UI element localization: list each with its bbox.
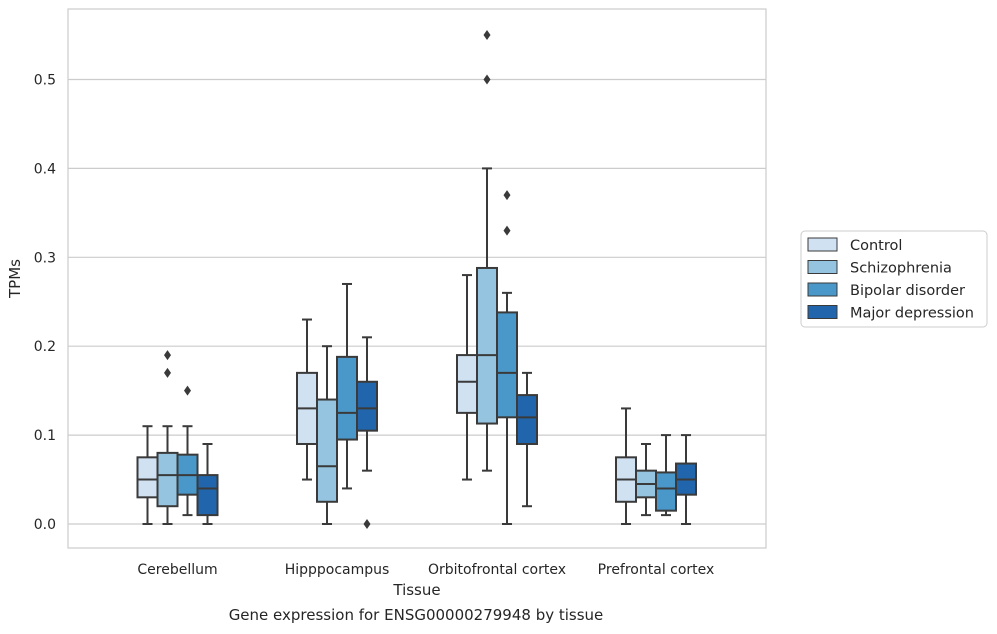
box-body	[336, 355, 358, 441]
x-tick-label: Prefrontal cortex	[598, 562, 715, 578]
box	[356, 336, 378, 529]
box-body	[516, 394, 538, 445]
box-groups	[136, 30, 697, 529]
x-axis-ticks: Cerebellum Hipppocampus Orbitofrontal cort…	[137, 562, 714, 578]
box	[516, 371, 538, 508]
x-tick-label: Hipppocampus	[285, 562, 390, 578]
outlier-point	[164, 350, 171, 361]
box	[615, 407, 637, 525]
y-tick-label: 0.1	[34, 428, 56, 444]
legend: Control Schizophrenia Bipolar disorder Majo…	[800, 230, 988, 328]
box	[156, 350, 179, 525]
outlier-point	[164, 367, 171, 378]
outlier-point	[483, 74, 491, 85]
box	[176, 385, 199, 517]
box-body	[496, 311, 518, 419]
box-body	[356, 380, 378, 432]
box	[655, 434, 677, 517]
y-tick-label: 0.0	[34, 517, 56, 533]
box	[675, 434, 697, 525]
box	[456, 274, 478, 481]
outlier-point	[363, 519, 371, 529]
legend-frame	[800, 230, 988, 328]
box	[296, 318, 318, 481]
box-body	[156, 451, 179, 508]
x-tick-label: Orbitofrontal cortex	[428, 562, 566, 578]
legend-label: Major depression	[850, 306, 974, 322]
legend-swatch	[807, 282, 838, 297]
legend-label: Bipolar disorder	[850, 283, 965, 299]
figure-caption: Gene expression for ENSG00000279948 by t…	[228, 606, 604, 624]
x-axis-label: Tissue	[392, 581, 440, 599]
outlier-point	[503, 190, 511, 201]
box	[496, 190, 518, 525]
box	[196, 442, 219, 525]
box	[316, 345, 338, 525]
outlier-point	[483, 30, 491, 41]
y-tick-label: 0.2	[34, 339, 56, 355]
outlier-point	[503, 225, 511, 236]
legend-swatch	[807, 237, 838, 252]
box-body	[316, 398, 338, 503]
box-body	[655, 471, 677, 512]
y-axis-ticks: 0.0 0.1 0.2 0.3 0.4 0.5	[34, 73, 56, 534]
box-body	[456, 354, 478, 414]
legend-swatch	[807, 260, 838, 274]
box	[136, 425, 159, 525]
y-tick-label: 0.5	[34, 73, 56, 89]
box	[635, 442, 657, 517]
legend-label: Control	[850, 238, 902, 254]
y-axis-label: TPMs	[6, 259, 24, 299]
y-tick-label: 0.3	[34, 250, 56, 266]
y-tick-label: 0.4	[34, 161, 56, 177]
x-tick-label: Cerebellum	[137, 562, 217, 578]
outlier-point	[184, 385, 191, 396]
box-body	[476, 266, 498, 425]
box-body	[196, 474, 219, 517]
box-body	[136, 456, 159, 499]
gridlines	[68, 78, 766, 525]
legend-swatch	[807, 305, 838, 319]
box	[336, 282, 358, 490]
box	[476, 30, 498, 472]
legend-label: Schizophrenia	[850, 261, 952, 277]
plot-frame	[67, 8, 767, 549]
